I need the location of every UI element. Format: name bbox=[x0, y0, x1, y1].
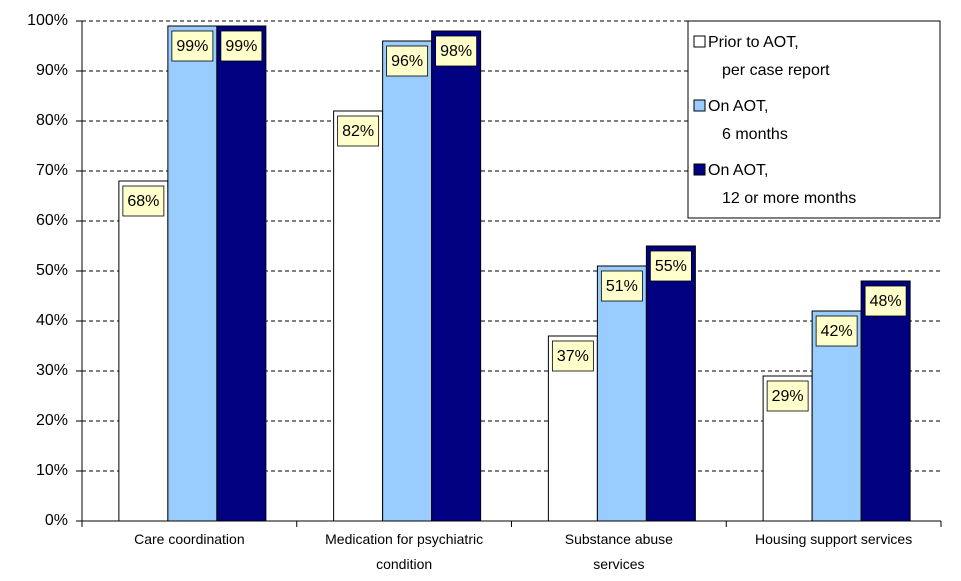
y-tick-label: 90% bbox=[36, 62, 68, 79]
value-label: 68% bbox=[127, 193, 159, 210]
y-tick-label: 60% bbox=[36, 212, 68, 229]
y-tick-label: 100% bbox=[27, 12, 68, 29]
value-label: 48% bbox=[870, 293, 902, 310]
value-label: 99% bbox=[225, 38, 257, 55]
bar bbox=[860, 280, 911, 522]
legend-swatch bbox=[693, 35, 706, 48]
value-label: 29% bbox=[772, 388, 804, 405]
bar bbox=[382, 40, 433, 522]
legend-line: On AOT, bbox=[708, 162, 769, 179]
value-label-box bbox=[337, 115, 380, 147]
value-label-box bbox=[171, 30, 214, 62]
y-tick-label: 80% bbox=[36, 112, 68, 129]
y-tick-label: 70% bbox=[36, 162, 68, 179]
legend-line: On AOT, bbox=[708, 98, 769, 115]
x-tick-label: Substance abuse services bbox=[564, 531, 673, 572]
value-label-box bbox=[815, 315, 858, 347]
x-tick-label: Housing support services bbox=[755, 531, 913, 547]
value-label: 55% bbox=[655, 258, 687, 275]
y-tick-label: 50% bbox=[36, 262, 68, 279]
legend-label: On AOT, 12 or more months bbox=[708, 157, 856, 213]
bar bbox=[118, 180, 169, 522]
value-label-box bbox=[864, 285, 907, 317]
x-tick-label: Medication for psychiatric condition bbox=[325, 531, 484, 572]
y-tick-label: 30% bbox=[36, 362, 68, 379]
legend-line: 12 or more months bbox=[722, 190, 857, 207]
legend-line: per case report bbox=[722, 62, 830, 79]
value-label: 37% bbox=[557, 348, 589, 365]
value-label-box bbox=[122, 185, 165, 217]
value-label: 82% bbox=[342, 123, 374, 140]
bar bbox=[645, 245, 696, 522]
value-label: 42% bbox=[821, 323, 853, 340]
legend-swatch bbox=[693, 163, 706, 176]
bar bbox=[333, 110, 384, 522]
bar bbox=[167, 25, 218, 522]
value-label-box bbox=[386, 45, 429, 77]
value-label-box bbox=[435, 35, 478, 67]
legend-box bbox=[687, 20, 941, 219]
value-label-box bbox=[220, 30, 263, 62]
x-tick-label: Care coordination bbox=[134, 531, 245, 547]
legend-swatch bbox=[693, 99, 706, 112]
bar bbox=[431, 30, 482, 522]
value-label: 99% bbox=[176, 38, 208, 55]
legend-line: 6 months bbox=[722, 126, 788, 143]
legend-line: Prior to AOT, bbox=[708, 34, 799, 51]
y-tick-label: 20% bbox=[36, 412, 68, 429]
value-label: 96% bbox=[391, 53, 423, 70]
value-label: 98% bbox=[440, 43, 472, 60]
value-label: 51% bbox=[606, 278, 638, 295]
bar bbox=[596, 265, 647, 522]
value-label-box bbox=[649, 250, 692, 282]
value-label-box bbox=[600, 270, 643, 302]
bar bbox=[216, 25, 267, 522]
legend-label: On AOT, 6 months bbox=[708, 93, 788, 149]
value-label-box bbox=[766, 380, 809, 412]
y-tick-label: 0% bbox=[45, 512, 68, 529]
y-tick-label: 10% bbox=[36, 462, 68, 479]
legend-label: Prior to AOT, per case report bbox=[708, 29, 830, 85]
y-tick-label: 40% bbox=[36, 312, 68, 329]
value-label-box bbox=[551, 340, 594, 372]
